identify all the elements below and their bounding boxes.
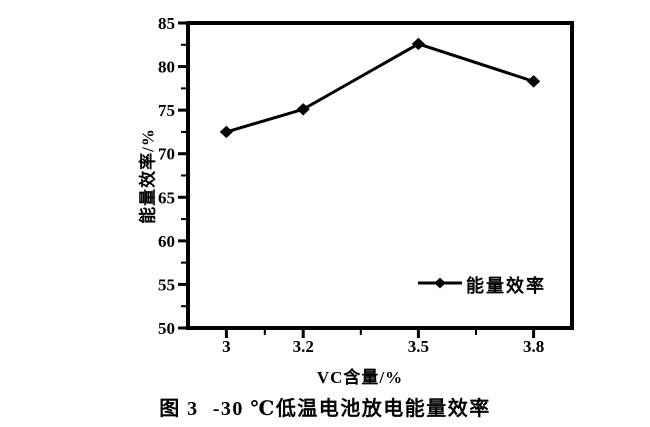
x-axis-ticks: 3 3.2 3.5 3.8 xyxy=(222,330,544,356)
figure-caption-text: -30 ℃低温电池放电能量效率 xyxy=(212,398,491,420)
x-axis-title: VC含量/% xyxy=(316,368,404,387)
svg-text:50: 50 xyxy=(158,319,175,338)
svg-text:80: 80 xyxy=(158,58,175,77)
svg-text:85: 85 xyxy=(158,14,175,33)
svg-text:60: 60 xyxy=(158,232,175,251)
legend-marker xyxy=(418,277,462,289)
svg-text:65: 65 xyxy=(158,188,175,207)
y-axis-title: 能量效率/% xyxy=(138,128,158,224)
svg-text:3.8: 3.8 xyxy=(523,337,544,356)
legend-label: 能量效率 xyxy=(466,276,546,296)
svg-text:75: 75 xyxy=(158,101,175,120)
figure-caption-number: 图 3 xyxy=(159,398,199,420)
svg-text:3.2: 3.2 xyxy=(293,337,314,356)
svg-text:70: 70 xyxy=(158,145,175,164)
plot-border xyxy=(186,21,574,330)
svg-text:3.5: 3.5 xyxy=(408,337,429,356)
figure-caption: 图 3 -30 ℃低温电池放电能量效率 xyxy=(0,392,650,421)
series-energy-efficiency-line xyxy=(219,37,541,139)
svg-text:55: 55 xyxy=(158,275,175,294)
svg-text:3: 3 xyxy=(222,337,231,356)
y-axis-ticks: 50 55 60 65 70 75 80 85 xyxy=(158,14,186,338)
